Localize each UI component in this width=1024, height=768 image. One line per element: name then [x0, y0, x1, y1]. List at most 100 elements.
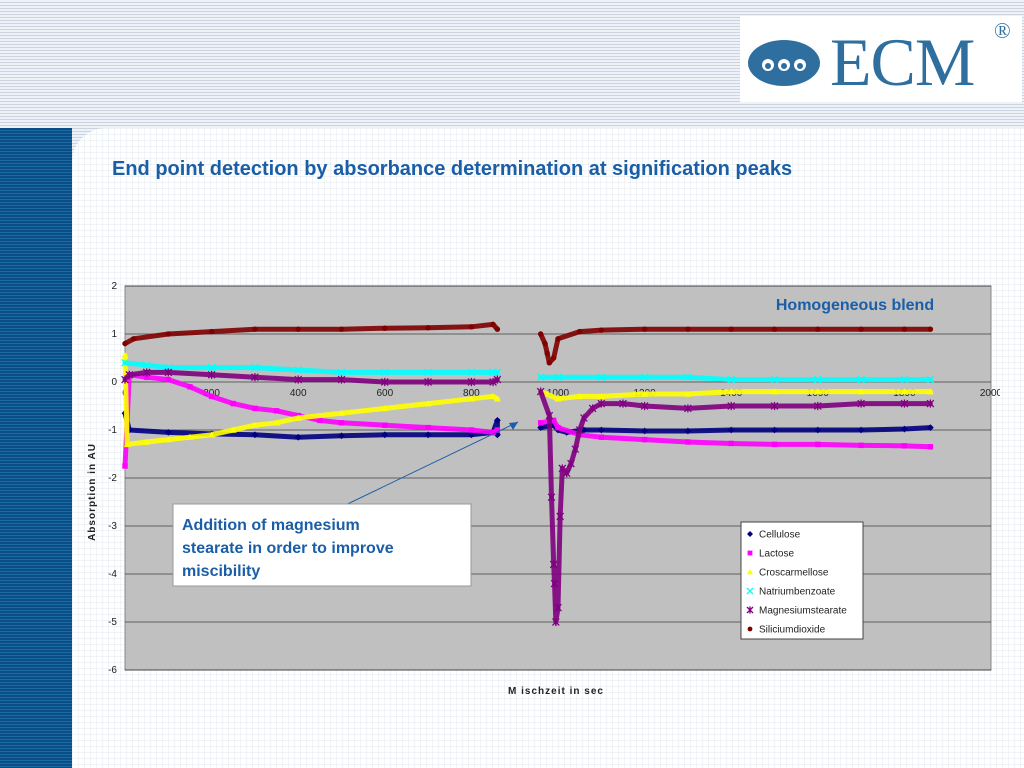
series-siliciumdioxide	[122, 321, 934, 366]
lactose-point	[122, 463, 128, 469]
siliciumdioxide-point	[815, 326, 821, 332]
croscarmellose-point	[208, 431, 215, 438]
croscarmellose-point	[123, 441, 131, 448]
legend-label-natriumbenzoate: Natriumbenzoate	[759, 587, 836, 598]
legend-label-cellulose: Cellulose	[759, 530, 801, 541]
series-natriumbenzoate	[121, 358, 935, 384]
siliciumdioxide-point	[130, 336, 137, 342]
siliciumdioxide-band	[122, 321, 500, 347]
magnesiumstearate-point	[467, 377, 476, 387]
lactose-point	[771, 441, 778, 448]
annotation-arrow	[334, 421, 519, 511]
cellulose-point	[251, 431, 259, 439]
natriumbenzoate-point	[727, 375, 736, 384]
lactose-point	[927, 444, 934, 450]
natriumbenzoate-point	[142, 361, 151, 370]
y-axis-title: Absorption in AU	[87, 443, 98, 541]
x-tick-label: 600	[376, 388, 393, 399]
magnesiumstearate-point	[489, 377, 497, 387]
croscarmellose-point	[857, 388, 865, 395]
siliciumdioxide-point	[537, 331, 544, 337]
siliciumdioxide-point	[641, 326, 648, 332]
lactose-point	[382, 422, 388, 428]
siliciumdioxide-point	[858, 326, 864, 332]
natriumbenzoate-point	[554, 373, 562, 382]
siliciumdioxide-point	[468, 324, 475, 330]
croscarmellose-point	[771, 388, 778, 395]
legend-marker-croscarmellose	[747, 569, 753, 575]
ecm-logo-text: ECM	[830, 24, 975, 100]
siliciumdioxide-point	[771, 326, 778, 332]
croscarmellose-point	[641, 390, 648, 397]
magnesiumstearate-point	[640, 401, 649, 411]
ecm-logo-icon	[748, 40, 820, 86]
siliciumdioxide-point	[338, 326, 345, 332]
cellulose-point	[901, 425, 908, 433]
siliciumdioxide-point	[425, 325, 431, 331]
lactose-point	[641, 436, 648, 443]
siliciumdioxide-point	[550, 355, 557, 361]
legend-box	[740, 521, 864, 640]
y-axis-tick-labels: 2 1 0 -1 -2 -3 -4 -5 -6	[108, 281, 117, 676]
magnesiumstearate-point	[545, 411, 554, 420]
natriumbenzoate-point	[684, 373, 692, 382]
cellulose-point	[294, 433, 302, 441]
legend-label-siliciumdioxide: Siliciumdioxide	[759, 625, 826, 636]
siliciumdioxide-point	[490, 321, 496, 328]
y-tick-label: -2	[108, 473, 117, 484]
cellulose-point	[338, 432, 345, 440]
siliciumdioxide-point	[576, 328, 583, 335]
croscarmellose-point	[229, 426, 237, 433]
natriumbenzoate-point	[770, 375, 779, 384]
magnesiumstearate-point	[562, 469, 571, 478]
siliciumdioxide-band	[538, 326, 933, 366]
legend-marker-siliciumdioxide	[747, 626, 753, 632]
series-lactose	[122, 372, 934, 469]
natriumbenzoate-band	[122, 360, 500, 375]
cellulose-point	[684, 427, 692, 435]
siliciumdioxide-point	[295, 326, 301, 332]
siliciumdioxide-point	[252, 326, 258, 332]
croscarmellose-point	[597, 393, 605, 400]
homogeneous-blend-annotation: Homogeneous blend	[776, 297, 934, 314]
siliciumdioxide-point	[208, 328, 215, 335]
croscarmellose-point	[143, 438, 151, 445]
lactose-point	[425, 424, 431, 431]
lactose-point	[537, 420, 544, 426]
magnesiumstearate-point	[619, 399, 627, 408]
cellulose-point	[537, 424, 545, 431]
natriumbenzoate-point	[536, 373, 545, 382]
cellulose-point	[926, 424, 934, 431]
siliciumdioxide-point	[382, 325, 388, 331]
cellulose-point	[164, 429, 172, 436]
legend-label-croscarmellose: Croscarmellose	[759, 568, 829, 579]
lactose-point	[494, 427, 501, 433]
croscarmellose-point	[381, 405, 389, 412]
natriumbenzoate-point	[597, 373, 606, 382]
croscarmellose-point	[424, 400, 432, 407]
magnesiumstearate-point	[551, 617, 560, 627]
croscarmellose-point	[294, 414, 302, 421]
x-tick-label: 800	[463, 388, 480, 399]
lactose-point	[490, 429, 496, 436]
cellulose-point	[493, 431, 501, 439]
natriumbenzoate-point	[337, 368, 346, 377]
siliciumdioxide-point	[546, 360, 553, 366]
natriumbenzoate-point	[926, 375, 935, 384]
x-tick-label: 1000	[547, 388, 570, 399]
lactose-point	[815, 441, 821, 448]
croscarmellose-point	[164, 436, 172, 443]
croscarmellose-point	[493, 395, 501, 402]
siliciumdioxide-point	[728, 326, 734, 332]
cellulose-point	[641, 427, 648, 435]
magnesiumstearate-point	[549, 560, 558, 569]
lactose-point	[685, 439, 691, 445]
magnesiumstearate-point	[380, 377, 389, 387]
addition-annotation-line-1: Addition of magnesium	[182, 517, 360, 534]
natriumbenzoate-point	[467, 368, 476, 377]
magnesiumstearate-point	[813, 401, 822, 411]
cellulose-point	[381, 431, 389, 439]
lactose-point	[598, 434, 605, 440]
cellulose-point	[468, 431, 475, 439]
magnesiumstearate-point	[142, 368, 151, 377]
